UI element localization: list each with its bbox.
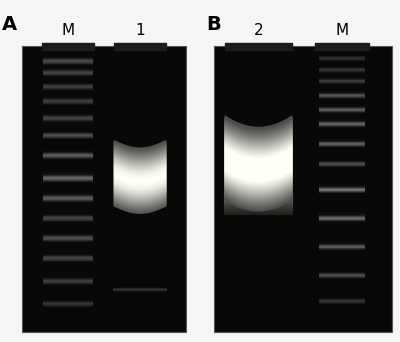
Text: 1: 1 — [135, 23, 145, 38]
Text: A: A — [2, 15, 17, 35]
Text: M: M — [336, 23, 349, 38]
Bar — [22, 46, 186, 332]
Bar — [214, 46, 392, 332]
Text: M: M — [61, 23, 74, 38]
Text: B: B — [206, 15, 221, 35]
Text: 2: 2 — [254, 23, 263, 38]
